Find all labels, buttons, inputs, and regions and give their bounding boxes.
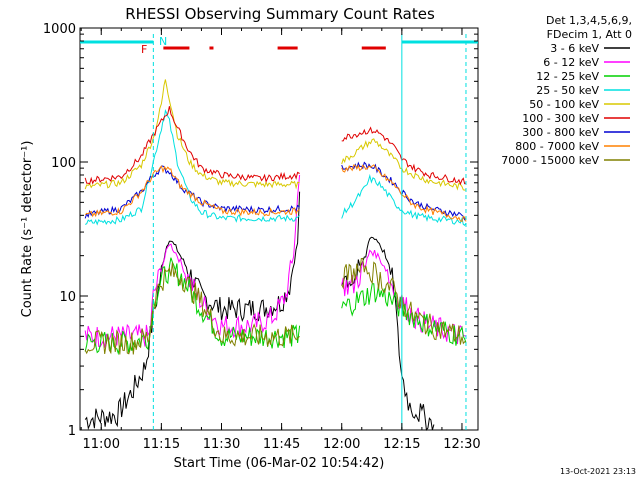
legend-entry-label: 6 - 12 keV (543, 56, 599, 69)
legend-entry-label: 7000 - 15000 keV (501, 154, 599, 167)
y-axis-title: Count Rate (s⁻¹ detector⁻¹) (20, 141, 35, 318)
series-line (84, 165, 300, 218)
series-line (84, 262, 300, 355)
series-line (84, 79, 300, 190)
plot-frame (79, 27, 479, 431)
legend-entry-label: 800 - 7000 keV (515, 140, 599, 153)
plot-area: FN 11:00 11:15 11:30 11:45 12:00 12:15 12:3011… (43, 22, 481, 452)
x-axis-title: Start Time (06-Mar-02 10:54:42) (174, 456, 385, 471)
legend-entry-label: 3 - 6 keV (550, 42, 599, 55)
legend-header-line-2: FDecim 1, Att 0 (547, 28, 632, 41)
series-line (341, 236, 435, 432)
chart-title: RHESSI Observing Summary Count Rates (125, 5, 435, 23)
legend: Det 1,3,4,5,6,9, FDecim 1, Att 0 3 - 6 k… (501, 14, 632, 167)
ticks-layer: 11:00 11:15 11:30 11:45 12:00 12:15 12:30 1 10 10… (43, 22, 481, 452)
y-tick-label: 10 (59, 290, 76, 305)
x-tick-label: 11:45 (263, 437, 300, 452)
x-tick-label: 11:30 (203, 437, 240, 452)
legend-header-line-1: Det 1,3,4,5,6,9, (546, 14, 632, 27)
legend-entry-label: 100 - 300 keV (522, 112, 599, 125)
x-tick-label: 11:00 (83, 437, 120, 452)
series-line (84, 191, 301, 430)
timestamp: 13-Oct-2021 23:13 (560, 467, 636, 476)
series-line (341, 173, 467, 227)
legend-entry-label: 50 - 100 keV (529, 98, 599, 111)
y-tick-label: 1000 (43, 22, 76, 37)
series-line (341, 161, 467, 221)
x-tick-label: 12:30 (443, 437, 480, 452)
series-line (341, 283, 467, 346)
series-layer (84, 79, 467, 432)
series-line (84, 108, 300, 226)
y-tick-label: 100 (51, 156, 76, 171)
x-tick-label: 12:15 (383, 437, 420, 452)
flare-flag-label: F (141, 43, 147, 56)
series-line (341, 164, 467, 223)
legend-entry-label: 25 - 50 keV (536, 84, 599, 97)
x-tick-label: 11:15 (143, 437, 180, 452)
flags-layer: FN (80, 34, 478, 430)
series-line (341, 138, 467, 191)
y-tick-label: 1 (68, 424, 76, 439)
series-line (341, 126, 467, 186)
legend-entry-label: 300 - 800 keV (522, 126, 599, 139)
series-line (84, 174, 301, 348)
night-flag-label: N (159, 35, 167, 48)
series-line (341, 257, 467, 345)
series-line (84, 106, 300, 185)
legend-entry-label: 12 - 25 keV (536, 70, 599, 83)
x-tick-label: 12:00 (323, 437, 360, 452)
